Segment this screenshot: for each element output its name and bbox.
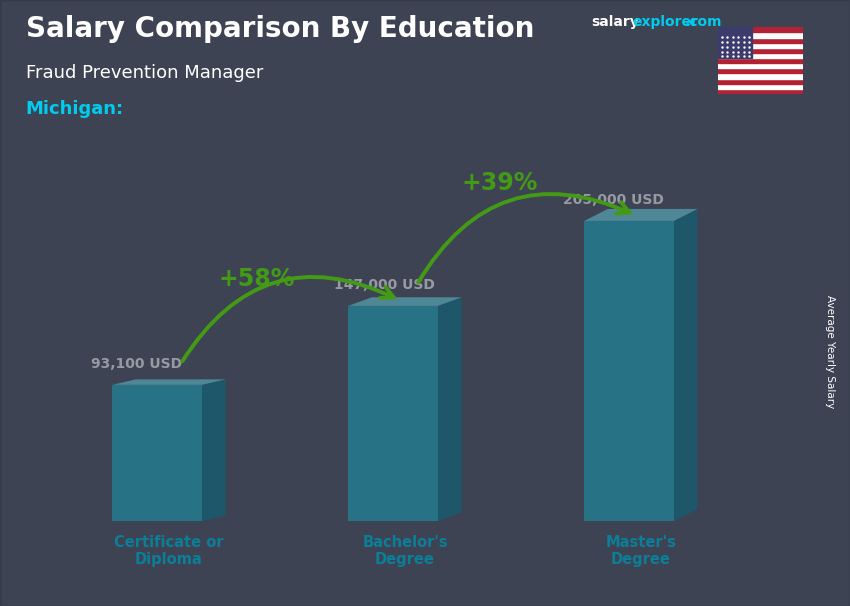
Text: Fraud Prevention Manager: Fraud Prevention Manager	[26, 64, 263, 82]
Bar	[718, 32, 803, 38]
Polygon shape	[674, 209, 698, 521]
Text: Average Yearly Salary: Average Yearly Salary	[824, 295, 835, 408]
Text: +39%: +39%	[462, 171, 537, 195]
Bar	[718, 79, 803, 84]
Polygon shape	[112, 379, 225, 385]
Polygon shape	[202, 379, 225, 521]
Bar	[718, 38, 803, 42]
Bar	[718, 48, 803, 53]
Bar	[718, 27, 752, 58]
Polygon shape	[348, 306, 438, 521]
Text: 147,000 USD: 147,000 USD	[334, 278, 435, 292]
Polygon shape	[438, 298, 462, 521]
Text: explorer: explorer	[632, 15, 698, 29]
Polygon shape	[348, 298, 462, 306]
Text: +58%: +58%	[218, 267, 294, 291]
Polygon shape	[584, 209, 698, 221]
Bar	[718, 53, 803, 58]
Bar	[718, 89, 803, 94]
Bar	[718, 84, 803, 89]
Text: .com: .com	[684, 15, 722, 29]
Text: Michigan:: Michigan:	[26, 100, 123, 118]
Polygon shape	[584, 221, 674, 521]
Text: salary: salary	[591, 15, 638, 29]
Text: 205,000 USD: 205,000 USD	[563, 193, 664, 207]
Text: Salary Comparison By Education: Salary Comparison By Education	[26, 15, 534, 43]
Bar	[718, 68, 803, 73]
Bar	[718, 58, 803, 63]
Polygon shape	[112, 385, 202, 521]
Bar	[718, 63, 803, 68]
Bar	[718, 42, 803, 48]
Bar	[718, 27, 803, 32]
Text: 93,100 USD: 93,100 USD	[91, 357, 182, 371]
Bar	[718, 73, 803, 79]
